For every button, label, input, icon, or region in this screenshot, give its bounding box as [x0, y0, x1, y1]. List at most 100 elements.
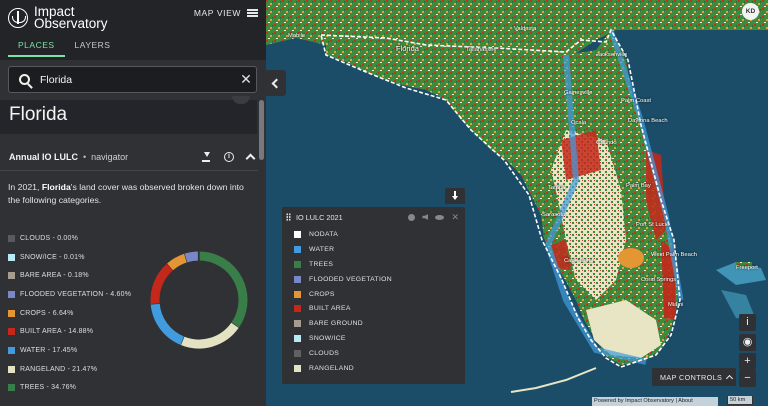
map-place-label: West Palm Beach [651, 252, 697, 258]
summary-text: In 2021, Florida's land cover was observ… [8, 182, 244, 205]
category-label: SNOW/ICE - 0.01% [20, 253, 85, 261]
info-icon[interactable]: i [224, 152, 234, 162]
legend-row: CLOUDS [282, 346, 465, 361]
search-input[interactable] [40, 73, 236, 86]
donut-slice[interactable] [198, 251, 248, 328]
legend-row: SNOW/ICE [282, 331, 465, 346]
sidebar-scrollbar[interactable] [259, 100, 264, 160]
donut-slice[interactable] [184, 251, 199, 263]
donut-slice-separator [230, 322, 240, 329]
search-icon [19, 74, 30, 85]
map-place-label: Tallahassee [466, 47, 497, 53]
category-label: TREES - 34.76% [20, 384, 77, 392]
close-icon[interactable]: ✕ [451, 211, 459, 222]
category-label: WATER - 17.45% [20, 346, 78, 354]
landcover-donut-chart [150, 251, 248, 349]
tab-layers[interactable]: LAYERS [74, 40, 111, 50]
category-label: RANGELAND - 21.47% [20, 365, 98, 373]
map-place-label: Palm Bay [626, 183, 651, 189]
separator-dot: • [83, 152, 87, 162]
donut-slice[interactable] [150, 263, 174, 304]
legend-label: RANGELAND [309, 364, 355, 372]
map-place-label: Miami [668, 302, 684, 308]
legend-title: IO LULC 2021 [296, 212, 343, 222]
category-breakdown-list: CLOUDS - 0.00% SNOW/ICE - 0.01% BARE AREA … [8, 229, 131, 397]
legend-label: NODATA [309, 230, 339, 238]
zoom-out-button[interactable]: − [739, 370, 756, 387]
category-row: RANGELAND - 21.47% [8, 360, 131, 379]
collapse-section-icon[interactable] [245, 153, 256, 164]
category-swatch [8, 384, 15, 392]
category-label: CLOUDS - 0.00% [20, 234, 79, 242]
legend-header: IO LULC 2021 ✕ [282, 207, 465, 227]
legend-items: NODATA WATER TREES FLOODED VEGETATION CROPS B… [282, 227, 465, 376]
florida-landcover-map [266, 0, 768, 406]
map-place-label: Valdosta [514, 26, 537, 32]
legend-label: BUILT AREA [309, 305, 351, 313]
category-row: CLOUDS - 0.00% [8, 229, 131, 248]
legend-row: FLOODED VEGETATION [282, 272, 465, 287]
category-row: SNOW/ICE - 0.01% [8, 248, 131, 267]
map-place-label: Ocala [571, 120, 587, 126]
scroll-up-handle[interactable] [232, 96, 250, 104]
download-icon[interactable] [201, 152, 211, 162]
legend-swatch [294, 260, 301, 268]
map-place-label: Freeport [736, 265, 758, 271]
legend-actions: ✕ [408, 211, 459, 222]
category-swatch [8, 272, 15, 280]
opacity-icon[interactable] [422, 214, 429, 220]
legend-swatch [294, 305, 301, 313]
category-row: WATER - 17.45% [8, 341, 131, 360]
collapse-sidebar-button[interactable] [266, 70, 286, 96]
map-view-label: MAP VIEW [193, 8, 241, 18]
legend-swatch [294, 275, 301, 283]
map-attribution[interactable]: Powered by Impact Observatory | About [592, 397, 718, 406]
map-place-label: Orlando [596, 140, 617, 146]
legend-row: NODATA [282, 227, 465, 242]
scale-bar: 50 km [727, 396, 753, 405]
legend-label: WATER [309, 245, 335, 253]
map-controls-label: MAP CONTROLS [660, 372, 723, 382]
legend-swatch [294, 245, 301, 253]
legend-swatch [294, 335, 301, 343]
legend-swatch [294, 290, 301, 298]
map-view-button[interactable]: MAP VIEW [194, 8, 258, 18]
info-icon[interactable] [408, 213, 416, 221]
clear-search-button[interactable]: ✕ [240, 71, 252, 87]
category-label: CROPS - 6.64% [20, 309, 74, 317]
drag-handle-icon[interactable] [286, 213, 291, 221]
category-label: BARE AREA - 0.18% [20, 272, 89, 280]
category-row: CROPS - 6.64% [8, 304, 131, 323]
map-place-label: Sarasota [542, 212, 566, 218]
menu-icon [247, 9, 258, 17]
category-row: BARE AREA - 0.18% [8, 266, 131, 285]
legend-swatch [294, 320, 301, 328]
category-swatch [8, 346, 15, 354]
map-place-label: Palm Coast [621, 98, 651, 104]
user-avatar[interactable]: KD [742, 3, 759, 20]
tab-places[interactable]: PLACES [8, 40, 65, 57]
donut-slice[interactable] [180, 322, 239, 349]
app-logo[interactable]: Impact Observatory [8, 5, 108, 30]
visibility-icon[interactable] [435, 214, 445, 220]
sidebar: Impact Observatory MAP VIEW PLACES LAYER… [0, 0, 266, 406]
category-row: TREES - 34.76% [8, 379, 131, 398]
category-swatch [8, 290, 15, 298]
map-controls-button[interactable]: MAP CONTROLS [652, 368, 736, 386]
map-place-label: Cape Coral [564, 258, 594, 264]
legend-label: SNOW/ICE [309, 335, 346, 343]
map-place-label: Tampa [548, 185, 566, 191]
tab-bar: PLACES LAYERS [8, 40, 120, 57]
map-place-label: Port St Lucie [636, 222, 670, 228]
category-label: FLOODED VEGETATION - 4.60% [20, 290, 132, 298]
place-title: Florida [0, 100, 257, 134]
map-place-label: Jacksonville [596, 52, 628, 58]
zoom-in-button[interactable]: + [739, 353, 756, 370]
legend-row: BUILT AREA [282, 301, 465, 316]
donut-slice[interactable] [167, 253, 188, 271]
legend-toggle-button[interactable] [445, 188, 465, 204]
donut-slice[interactable] [150, 303, 185, 345]
locate-control-button[interactable]: ◉ [739, 334, 756, 351]
info-control-button[interactable]: i [739, 314, 756, 331]
category-swatch [8, 253, 15, 261]
